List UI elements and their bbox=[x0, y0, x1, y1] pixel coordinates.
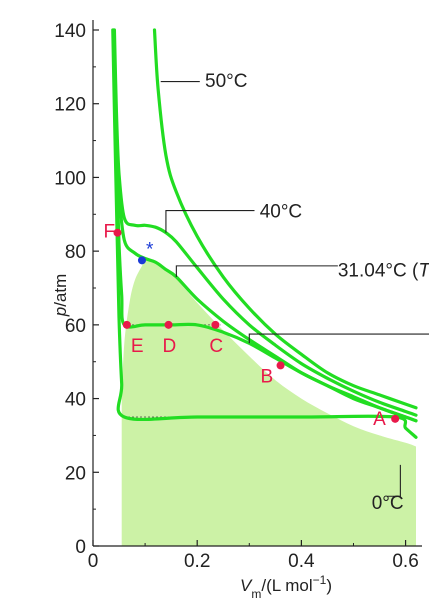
point-label-A: A bbox=[373, 409, 386, 430]
critical-point-label: * bbox=[146, 239, 154, 260]
x-axis-title: Vm/(L mol−1) bbox=[240, 573, 332, 600]
critical-point bbox=[137, 256, 146, 265]
axis-titles: p/atm Vm/(L mol−1) bbox=[51, 274, 332, 600]
isotherm-leader bbox=[175, 265, 338, 277]
y-tick-label: 140 bbox=[54, 21, 86, 42]
y-tick-label: 40 bbox=[65, 390, 86, 411]
point-F bbox=[113, 228, 122, 237]
point-A bbox=[391, 414, 400, 423]
point-D bbox=[164, 320, 173, 329]
isotherm-leader bbox=[165, 210, 255, 233]
x-tick-label: 0.6 bbox=[392, 551, 418, 572]
y-tick-label: 120 bbox=[54, 95, 86, 116]
two-phase-region bbox=[121, 260, 416, 546]
y-tick-label: 20 bbox=[65, 463, 86, 484]
point-label-B: B bbox=[261, 366, 274, 387]
isotherm-label: 0°C bbox=[372, 493, 404, 514]
point-C bbox=[211, 320, 220, 329]
isotherm-40°C bbox=[112, 28, 418, 417]
axes: 0 20 40 60 80 100 120 140 0 0.2 0.4 0.6 bbox=[54, 20, 422, 572]
x-tick-label: 0 bbox=[88, 551, 99, 572]
isotherm-label: 50°C bbox=[205, 71, 247, 92]
y-tick-label: 80 bbox=[65, 242, 86, 263]
isotherm-labels: 50°C40°C31.04°C (Tc)20°C0°C bbox=[205, 71, 429, 514]
isotherm-label: 31.04°C (Tc) bbox=[338, 261, 429, 288]
isotherm-curves bbox=[111, 28, 418, 439]
y-tick-label: 100 bbox=[54, 168, 86, 189]
x-tick-label: 0.2 bbox=[184, 551, 210, 572]
y-tick-label: 60 bbox=[65, 316, 86, 337]
x-tick-label: 0.4 bbox=[288, 551, 315, 572]
two-phase-region-fill bbox=[121, 260, 416, 546]
y-axis-title: p/atm bbox=[51, 274, 70, 318]
isotherm-label: 40°C bbox=[260, 202, 302, 223]
isotherm-leader bbox=[387, 464, 401, 497]
y-tick-label: 0 bbox=[75, 537, 86, 558]
point-label-D: D bbox=[163, 336, 177, 357]
isotherm-20°C bbox=[112, 28, 418, 423]
point-label-F: F bbox=[103, 222, 115, 243]
point-label-E: E bbox=[131, 336, 144, 357]
state-points: A B C DE F * bbox=[103, 222, 400, 430]
point-label-C: C bbox=[209, 336, 223, 357]
point-E bbox=[122, 320, 131, 329]
point-B bbox=[276, 361, 285, 370]
isotherm-leader bbox=[248, 333, 429, 344]
isotherm-31.04°C bbox=[112, 28, 418, 423]
isotherm-leaders bbox=[160, 81, 429, 497]
isotherm-50°C bbox=[152, 28, 418, 410]
